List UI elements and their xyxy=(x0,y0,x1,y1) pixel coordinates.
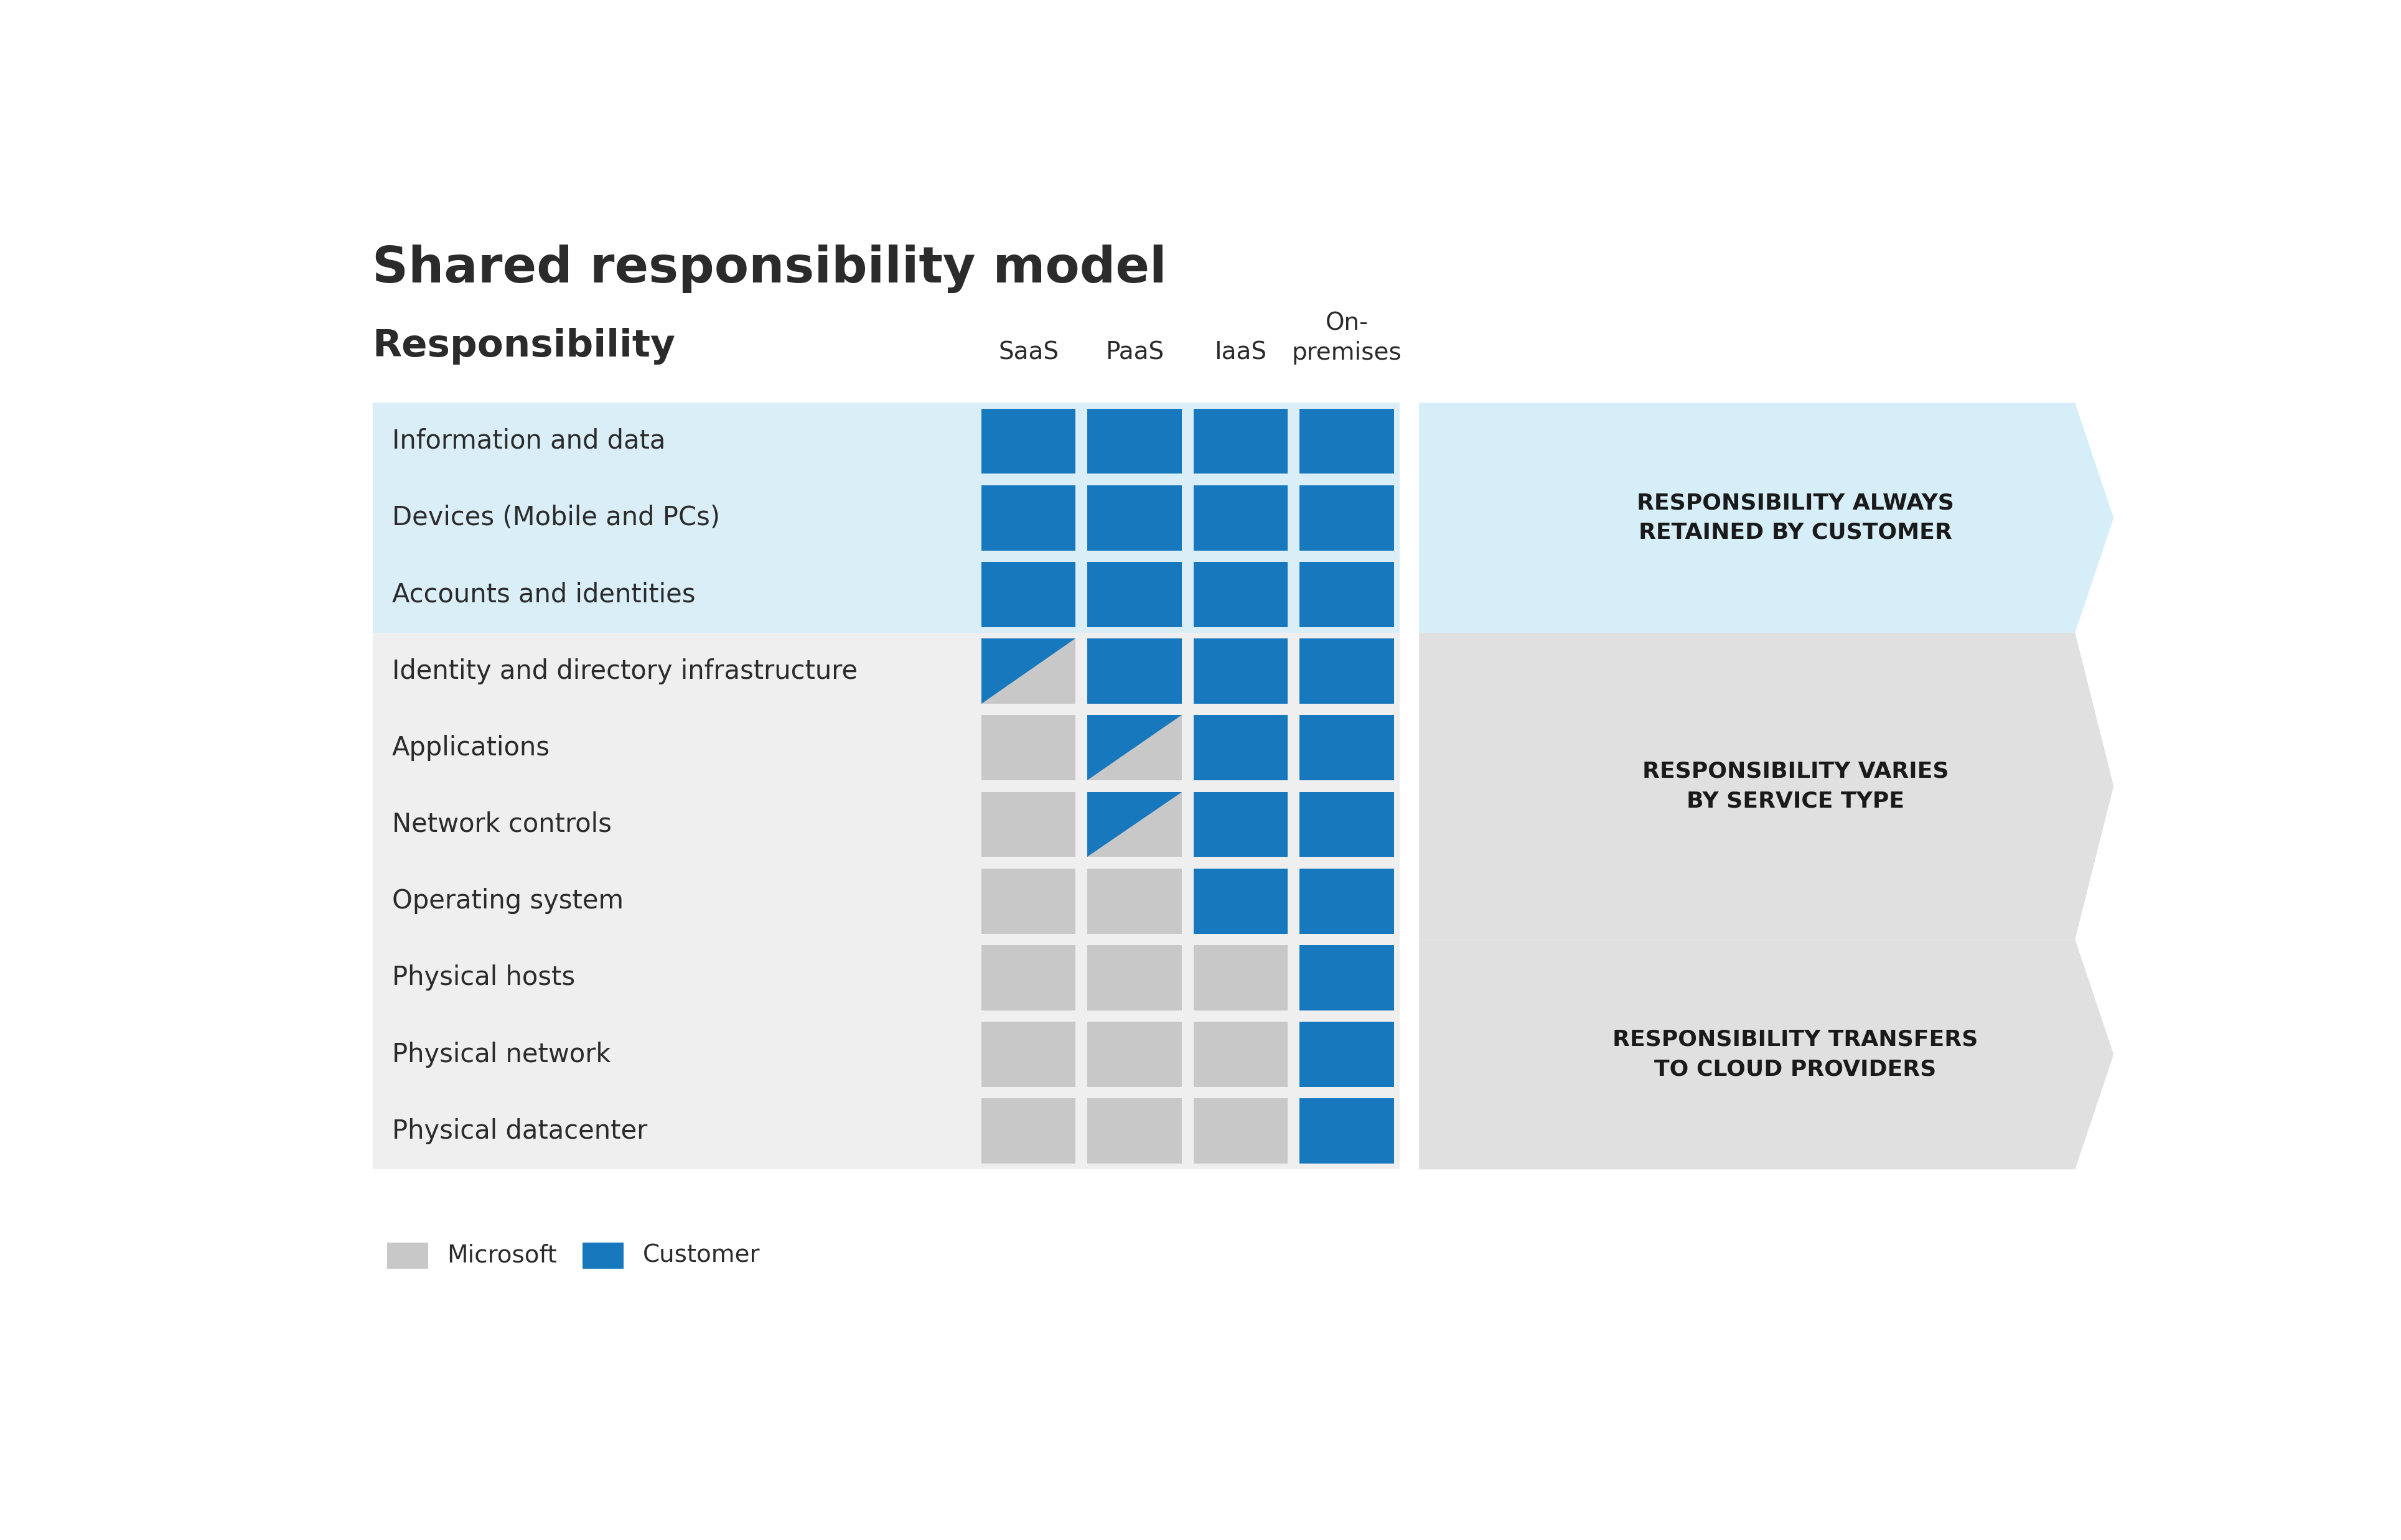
Bar xyxy=(1299,408,1395,474)
Text: RESPONSIBILITY TRANSFERS
TO CLOUD PROVIDERS: RESPONSIBILITY TRANSFERS TO CLOUD PROVID… xyxy=(1613,1029,1978,1080)
Bar xyxy=(1299,869,1395,933)
Bar xyxy=(1299,715,1395,781)
Text: Shared responsibility model: Shared responsibility model xyxy=(372,245,1167,293)
Bar xyxy=(1088,639,1181,704)
Bar xyxy=(982,408,1076,474)
Bar xyxy=(372,479,1400,556)
Bar xyxy=(1193,1023,1287,1087)
Bar xyxy=(982,562,1076,627)
Bar xyxy=(1088,485,1181,550)
Bar xyxy=(982,1023,1076,1087)
Bar xyxy=(372,556,1400,633)
Bar xyxy=(1299,485,1395,550)
Text: Customer: Customer xyxy=(643,1244,759,1267)
Text: Physical network: Physical network xyxy=(391,1041,610,1067)
Text: Identity and directory infrastructure: Identity and directory infrastructure xyxy=(391,658,857,684)
Bar xyxy=(982,869,1076,933)
Bar xyxy=(1299,792,1395,856)
Bar xyxy=(1088,869,1181,933)
Bar xyxy=(372,785,1400,862)
Polygon shape xyxy=(1088,715,1181,781)
Bar xyxy=(982,639,1076,704)
Bar xyxy=(372,862,1400,939)
Bar xyxy=(982,485,1076,550)
Text: PaaS: PaaS xyxy=(1104,340,1164,365)
Bar xyxy=(372,1093,1400,1169)
Text: Network controls: Network controls xyxy=(391,812,612,838)
Text: Physical datacenter: Physical datacenter xyxy=(391,1118,648,1144)
Text: IaaS: IaaS xyxy=(1215,340,1268,365)
Polygon shape xyxy=(982,639,1076,704)
Bar xyxy=(1088,792,1181,856)
Bar xyxy=(1299,562,1395,627)
Text: Responsibility: Responsibility xyxy=(372,328,675,365)
Bar xyxy=(1088,562,1181,627)
Bar xyxy=(1193,639,1287,704)
Bar xyxy=(1193,562,1287,627)
Bar xyxy=(1193,485,1287,550)
Polygon shape xyxy=(1419,939,2113,1169)
Bar xyxy=(1193,946,1287,1010)
Bar xyxy=(1088,946,1181,1010)
Text: Operating system: Operating system xyxy=(391,889,624,915)
Bar xyxy=(1299,1098,1395,1164)
Text: RESPONSIBILITY VARIES
BY SERVICE TYPE: RESPONSIBILITY VARIES BY SERVICE TYPE xyxy=(1642,761,1950,812)
Bar xyxy=(1193,792,1287,856)
Text: Information and data: Information and data xyxy=(391,428,665,454)
Bar xyxy=(387,1243,427,1269)
Bar xyxy=(982,715,1076,781)
Polygon shape xyxy=(1419,633,2113,939)
Bar xyxy=(1088,1023,1181,1087)
Bar xyxy=(982,1098,1076,1164)
Text: RESPONSIBILITY ALWAYS
RETAINED BY CUSTOMER: RESPONSIBILITY ALWAYS RETAINED BY CUSTOM… xyxy=(1637,493,1954,544)
Text: Devices (Mobile and PCs): Devices (Mobile and PCs) xyxy=(391,505,720,531)
Bar xyxy=(372,1016,1400,1093)
Bar xyxy=(372,710,1400,785)
Bar xyxy=(1193,715,1287,781)
Bar xyxy=(372,939,1400,1016)
Bar xyxy=(1088,1098,1181,1164)
Text: Applications: Applications xyxy=(391,735,550,761)
Text: Physical hosts: Physical hosts xyxy=(391,964,574,990)
Text: Accounts and identities: Accounts and identities xyxy=(391,582,696,607)
Bar xyxy=(982,946,1076,1010)
Bar xyxy=(1193,1098,1287,1164)
Bar xyxy=(1193,408,1287,474)
Polygon shape xyxy=(1419,403,2113,633)
Bar xyxy=(1193,869,1287,933)
Text: On-
premises: On- premises xyxy=(1292,311,1402,365)
Bar xyxy=(583,1243,624,1269)
Bar xyxy=(1299,639,1395,704)
Bar xyxy=(372,403,1400,479)
Bar xyxy=(1299,946,1395,1010)
Bar xyxy=(1088,715,1181,781)
Bar xyxy=(982,792,1076,856)
Bar xyxy=(372,633,1400,710)
Bar xyxy=(1088,408,1181,474)
Bar xyxy=(1299,1023,1395,1087)
Polygon shape xyxy=(1088,792,1181,856)
Text: Microsoft: Microsoft xyxy=(447,1244,557,1267)
Text: SaaS: SaaS xyxy=(999,340,1059,365)
